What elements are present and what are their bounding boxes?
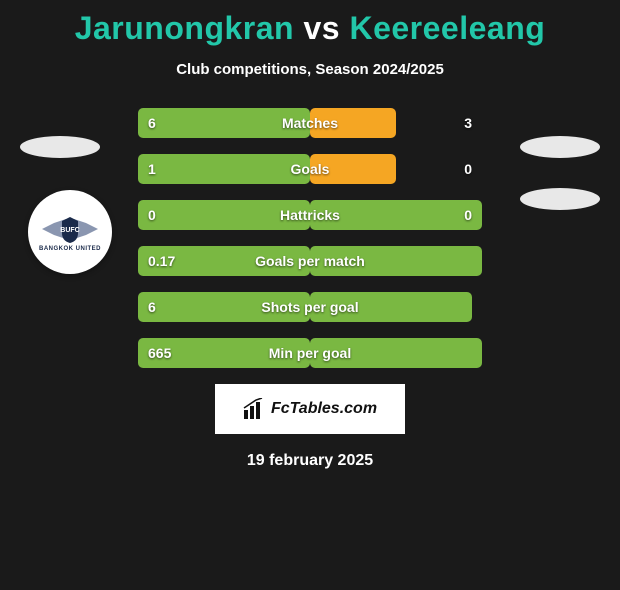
stat-row: 665Min per goal	[138, 338, 482, 368]
date-text: 19 february 2025	[0, 452, 620, 470]
stat-row: 10Goals	[138, 154, 482, 184]
page-title: Jarunongkran vs Keereeleang	[0, 10, 620, 47]
brand-box: FcTables.com	[215, 384, 405, 434]
stat-row: 6Shots per goal	[138, 292, 482, 322]
vs-text: vs	[303, 10, 340, 46]
stat-label: Goals per match	[138, 246, 482, 276]
stat-row: 0.17Goals per match	[138, 246, 482, 276]
player1-name: Jarunongkran	[75, 10, 294, 46]
player2-name: Keereeleang	[349, 10, 545, 46]
brand-chart-icon	[243, 398, 265, 420]
stats-comparison: 63Matches 10Goals 00Hattricks 0.17Goals per…	[0, 108, 620, 368]
stat-row: 00Hattricks	[138, 200, 482, 230]
subtitle: Club competitions, Season 2024/2025	[0, 61, 620, 78]
stat-label: Min per goal	[138, 338, 482, 368]
brand-text: FcTables.com	[271, 400, 377, 418]
stat-label: Shots per goal	[138, 292, 482, 322]
stat-label: Goals	[138, 154, 482, 184]
stat-label: Hattricks	[138, 200, 482, 230]
stat-label: Matches	[138, 108, 482, 138]
stat-row: 63Matches	[138, 108, 482, 138]
